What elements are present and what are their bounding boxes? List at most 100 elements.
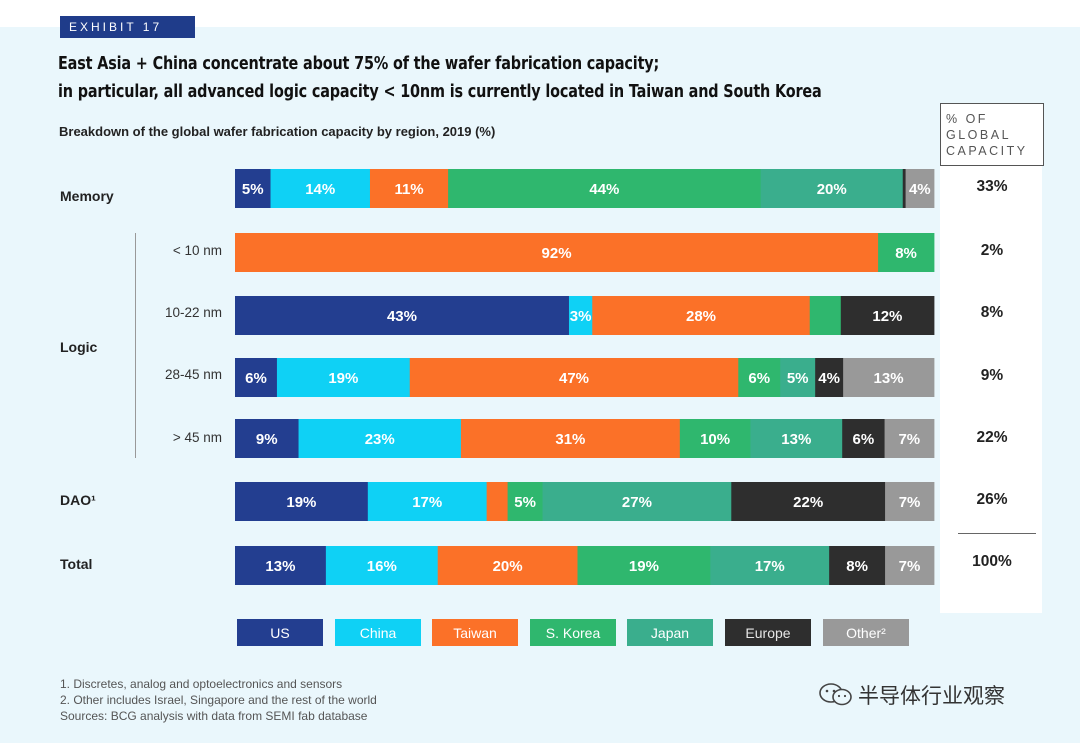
data-label: 31% [555, 431, 585, 448]
bar-segment [409, 358, 739, 397]
bar-segment [829, 546, 886, 585]
bar-segment [884, 419, 935, 458]
bar-row: 92% 8% [235, 233, 935, 272]
data-label: 4% [818, 370, 840, 387]
bar-segment [885, 482, 935, 521]
global-capacity-memory: 33% [976, 178, 1008, 195]
bar-segment [679, 419, 751, 458]
logic-group-bracket [135, 233, 136, 458]
global-capacity-divider [958, 533, 1036, 534]
data-label: 6% [853, 431, 875, 448]
bar-row: 5% 14% 11% 44% 20% 4% [235, 169, 935, 208]
bar-segment [842, 419, 885, 458]
bar-segment [809, 296, 842, 335]
data-label: 7% [898, 431, 920, 448]
row-label-logic: Logic [60, 339, 98, 355]
bar-segment [298, 419, 462, 458]
bar-segment [780, 358, 816, 397]
logic-sublabel: 28-45 nm [164, 367, 222, 382]
legend-item: Europe [725, 619, 811, 646]
global-capacity-column [940, 103, 1042, 613]
source-note: Sources: BCG analysis with data from SEM… [60, 709, 368, 723]
data-label: 13% [265, 558, 295, 575]
bar-row: 6% 19% 47% 6% 5% 4% 13% [235, 358, 935, 397]
data-label: 17% [412, 494, 442, 511]
bar-segment [270, 169, 371, 208]
bar-segment [592, 296, 811, 335]
data-label: 19% [328, 370, 358, 387]
bar-segment [276, 358, 411, 397]
bar-row: 19% 17% 5% 27% 22% 7% [235, 482, 935, 521]
bar-segment [577, 546, 711, 585]
logic-sublabel: 10-22 nm [164, 305, 222, 320]
bar-segment [235, 546, 327, 585]
footnote-1: 1. Discretes, analog and optoelectronics… [60, 677, 343, 691]
data-label: 17% [755, 558, 785, 575]
bar-segment [902, 169, 906, 208]
row-label-dao: DAO¹ [60, 492, 96, 508]
bar-segment [235, 482, 369, 521]
bar-segment [568, 296, 593, 335]
data-label: 6% [245, 370, 267, 387]
footnote-2: 2. Other includes Israel, Singapore and … [60, 693, 377, 707]
legend-item: Japan [627, 619, 713, 646]
bar-segment [486, 482, 509, 521]
bar-segment [750, 419, 843, 458]
global-capacity-header-line: % OF [946, 112, 988, 126]
watermark-text: 半导体行业观察 [858, 685, 1005, 708]
data-label: 8% [846, 558, 868, 575]
data-label: 10% [700, 431, 730, 448]
data-label: 20% [817, 181, 847, 198]
data-label: 19% [629, 558, 659, 575]
row-label-total: Total [60, 556, 93, 572]
global-capacity-header: % OF GLOBAL CAPACITY [940, 103, 1044, 166]
global-capacity-logic-gt45: 22% [976, 429, 1008, 446]
data-label: 47% [559, 370, 589, 387]
bar-row: 13% 16% 20% 19% 17% 8% 7% [235, 546, 935, 585]
data-label: 8% [895, 245, 917, 262]
global-capacity-header-line: GLOBAL [946, 128, 1012, 142]
legend-item: Taiwan [432, 619, 518, 646]
headline-line-2: in particular, all advanced logic capaci… [58, 81, 822, 102]
bar-segment [878, 233, 935, 272]
chart-subtitle: Breakdown of the global wafer fabricatio… [59, 124, 496, 139]
data-label: 20% [493, 558, 523, 575]
bar-segment [235, 233, 879, 272]
bar-segment [843, 358, 935, 397]
data-label: 12% [872, 308, 902, 325]
data-label: 5% [242, 181, 264, 198]
bar-segment [437, 546, 578, 585]
global-capacity-logic-lt10: 2% [980, 242, 1004, 259]
global-capacity-logic-28-45: 9% [980, 367, 1004, 384]
legend-item: Other² [823, 619, 909, 646]
bar-segment [905, 169, 935, 208]
exhibit-badge: EXHIBIT 17 [60, 16, 195, 38]
bar-segment [815, 358, 844, 397]
global-capacity-header-line: CAPACITY [946, 144, 1028, 158]
logic-sublabel: < 10 nm [172, 243, 222, 258]
data-label: 92% [542, 245, 572, 262]
legend-item: US [237, 619, 323, 646]
data-label: 4% [909, 181, 931, 198]
bar-segment [325, 546, 439, 585]
logic-sublabel: > 45 nm [172, 430, 222, 445]
global-capacity-dao: 26% [976, 491, 1008, 508]
bar-segment [367, 482, 488, 521]
global-capacity-logic-10-22: 8% [980, 304, 1004, 321]
bar-segment [235, 358, 278, 397]
data-label: 5% [514, 494, 536, 511]
legend-item: S. Korea [530, 619, 616, 646]
bar-segment [235, 169, 271, 208]
data-label: 3% [570, 308, 592, 325]
bar-segment [542, 482, 732, 521]
bar-segment [760, 169, 904, 208]
data-label: 44% [589, 181, 619, 198]
bar-segment [840, 296, 935, 335]
data-label: 27% [622, 494, 652, 511]
data-label: 14% [305, 181, 335, 198]
bar-segment [235, 296, 570, 335]
bar-segment [710, 546, 830, 585]
data-label: 13% [874, 370, 904, 387]
data-label: 22% [793, 494, 823, 511]
